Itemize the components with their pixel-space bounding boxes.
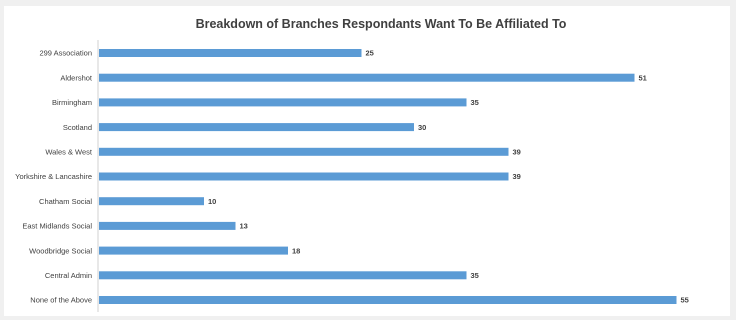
value-label-none-of-the-above: 55 — [681, 296, 689, 305]
category-label-chatham-social: Chatham Social — [39, 197, 92, 206]
bars-group: 299 Association 25 Aldershot 51 Birmingham 35… — [15, 49, 689, 305]
category-label-central-admin: Central Admin — [45, 271, 92, 280]
category-label-299-association: 299 Association — [39, 49, 92, 58]
category-label-woodbridge-social: Woodbridge Social — [29, 246, 92, 255]
bar-scotland — [99, 123, 414, 132]
value-label-aldershot: 51 — [639, 73, 647, 82]
chart-panel — [4, 6, 730, 316]
category-label-yorkshire-and-lancashire: Yorkshire & Lancashire — [15, 172, 92, 181]
value-label-east-midlands-social: 13 — [240, 222, 248, 231]
chart-title: Breakdown of Branches Respondants Want T… — [196, 17, 567, 31]
value-label-birmingham: 35 — [471, 98, 479, 107]
value-label-central-admin: 35 — [471, 271, 479, 280]
bar-none-of-the-above — [99, 296, 677, 304]
value-label-woodbridge-social: 18 — [292, 246, 300, 255]
category-label-east-midlands-social: East Midlands Social — [22, 222, 92, 231]
category-label-birmingham: Birmingham — [52, 98, 92, 107]
category-label-scotland: Scotland — [63, 123, 92, 132]
category-label-wales-and-west: Wales & West — [45, 148, 93, 157]
category-label-none-of-the-above: None of the Above — [30, 296, 92, 305]
value-label-chatham-social: 10 — [208, 197, 216, 206]
bar-yorkshire-and-lancashire — [99, 172, 509, 181]
value-label-299-association: 25 — [366, 49, 374, 58]
bar-wales-and-west — [99, 147, 509, 156]
bar-chatham-social — [99, 197, 204, 206]
value-label-scotland: 30 — [418, 123, 426, 132]
bar-aldershot — [99, 73, 635, 82]
value-label-yorkshire-and-lancashire: 39 — [513, 172, 521, 181]
bar-east-midlands-social — [99, 221, 236, 230]
bar-birmingham — [99, 98, 467, 107]
bar-central-admin — [99, 271, 467, 280]
value-label-wales-and-west: 39 — [513, 148, 521, 157]
category-label-aldershot: Aldershot — [60, 73, 93, 82]
bar-299-association — [99, 49, 362, 57]
bar-woodbridge-social — [99, 246, 288, 255]
